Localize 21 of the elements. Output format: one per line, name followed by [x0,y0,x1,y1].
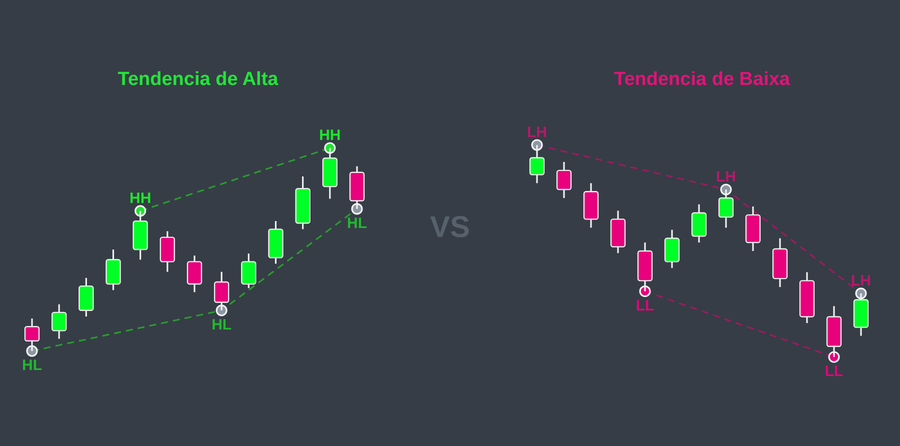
chart-title: Tendencia de Baixa [614,69,790,90]
annotation: HH [319,127,341,144]
annotation: LH [527,124,547,141]
candlestick [186,254,202,293]
annotation: LH [716,168,736,186]
annotation: HH [129,190,152,207]
candlestick [691,204,707,244]
point [324,142,336,154]
annotation: HL [347,214,367,232]
annotation: LL [636,297,654,314]
candlestick [241,252,256,289]
point [134,205,146,217]
point [216,304,228,316]
chart-title: Tendencia de Alta [118,69,279,90]
candlestick [556,161,572,199]
annotation: HL [212,316,232,334]
candlestick [51,304,67,340]
annotation: HL [22,357,42,374]
annotation: LL [824,363,844,380]
annotation: LH [851,272,871,290]
candlestick [664,229,680,269]
